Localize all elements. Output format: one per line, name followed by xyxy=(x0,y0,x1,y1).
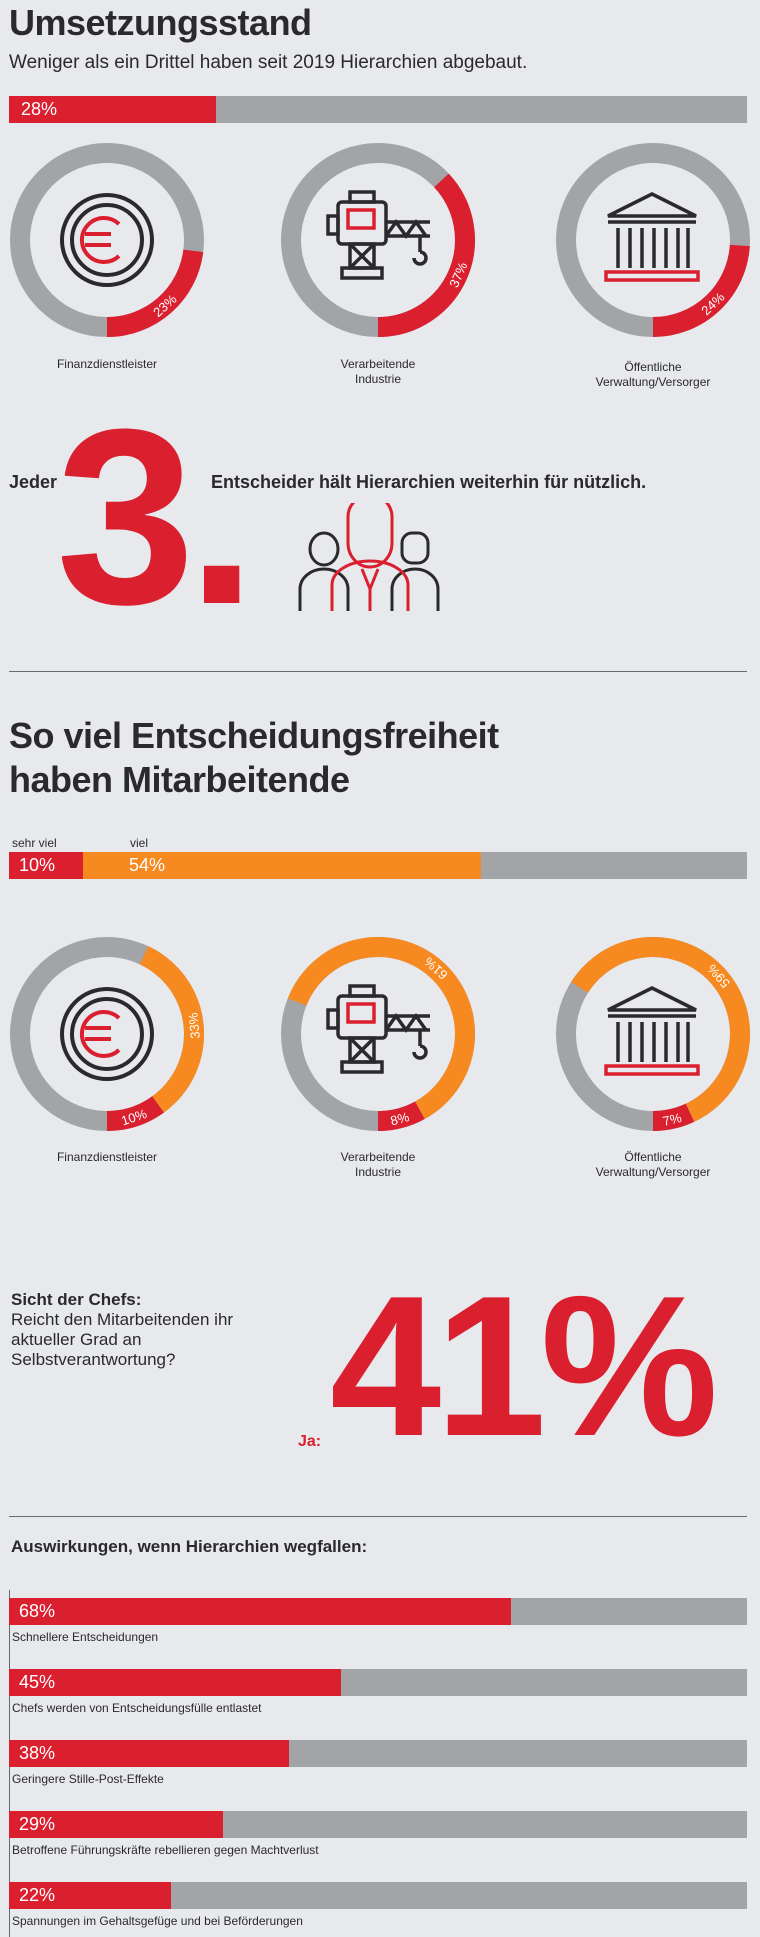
impact-label: Chefs werden von Entscheidungsfülle entl… xyxy=(12,1701,262,1715)
impact-bar-value: 22% xyxy=(19,1885,56,1905)
impact-bar-1: 45% xyxy=(9,1669,747,1696)
freedom-bar-sehr-viel xyxy=(9,852,83,879)
section2-title: So viel Entscheidungsfreiheit haben Mita… xyxy=(9,714,499,802)
donut-finanz-2: 10% 33% xyxy=(9,936,205,1132)
chefs-line: Reicht den Mitarbeitenden ihr xyxy=(11,1310,234,1329)
freedom-bar: 10% 54% xyxy=(9,852,747,879)
caption-line: Verarbeitende xyxy=(340,1150,416,1164)
euro-coin-icon xyxy=(55,188,159,297)
caption-verwaltung-1: Öffentliche Verwaltung/Versorger xyxy=(555,360,751,390)
crane-icon xyxy=(320,186,436,299)
caption-finanz-1: Finanzdienstleister xyxy=(9,357,205,372)
donut-verwaltung-1: 24% xyxy=(555,142,751,338)
caption-line: Verarbeitende xyxy=(340,357,416,371)
caption-line: Finanzdienstleister xyxy=(56,1150,158,1164)
chefs-big-percent: 41% xyxy=(330,1255,718,1478)
divider-2 xyxy=(9,1516,747,1517)
donut2-1-slice-1 xyxy=(287,937,475,1119)
caption-line: Verwaltung/Versorger xyxy=(595,1165,711,1179)
legend-sehr-viel: sehr viel xyxy=(12,836,57,850)
caption-industrie-2: Verarbeitende Industrie xyxy=(280,1150,476,1180)
caption-verwaltung-2: Öffentliche Verwaltung/Versorger xyxy=(555,1150,751,1180)
donut2-2-slice-label-0: 7% xyxy=(661,1110,683,1129)
chefs-line: aktueller Grad an xyxy=(11,1330,142,1349)
caption-industrie-1: Verarbeitende Industrie xyxy=(280,357,476,387)
chefs-answer-label: Ja: xyxy=(298,1433,322,1450)
caption-line: Industrie xyxy=(354,372,402,386)
section1-title: Umsetzungsstand xyxy=(9,2,312,43)
government-building-icon xyxy=(600,188,704,295)
caption-line: Öffentliche xyxy=(624,360,682,374)
impact-bar-value: 45% xyxy=(19,1672,56,1692)
donut2-0-slice-1 xyxy=(139,946,204,1113)
impact-bar-fill xyxy=(9,1598,511,1625)
crane-icon xyxy=(320,980,436,1093)
legend-viel: viel xyxy=(130,836,149,850)
donut2-2-slice-0 xyxy=(652,1103,695,1131)
caption-line: Industrie xyxy=(354,1165,402,1179)
chefs-line: Selbstverantwortung? xyxy=(11,1350,176,1369)
freedom-label-viel: 54% xyxy=(129,855,166,875)
impact-bar-fill xyxy=(9,1740,290,1767)
chefs-heading: Sicht der Chefs: xyxy=(11,1290,142,1309)
caption-line: Verwaltung/Versorger xyxy=(595,375,711,389)
impact-bar-fill xyxy=(9,1882,172,1909)
section1-subtitle: Weniger als ein Drittel haben seit 2019 … xyxy=(9,52,528,73)
donut2-0-slice-0 xyxy=(106,1096,165,1131)
chefs-question: Sicht der Chefs: Reicht den Mitarbeitend… xyxy=(11,1290,233,1370)
donut-verwaltung-2: 7% 59% xyxy=(555,936,751,1132)
overall-progress-bar: 28% xyxy=(9,96,747,123)
impact-bar-0: 68% xyxy=(9,1598,747,1625)
donut2-0-slice-label-1: 33% xyxy=(185,1012,202,1040)
impact-bar-value: 38% xyxy=(19,1743,56,1763)
impact-bar-4: 22% xyxy=(9,1882,747,1909)
donut1-industrie-slice-0 xyxy=(377,173,475,337)
government-building-icon xyxy=(600,982,704,1089)
impact-bar-value: 29% xyxy=(19,1814,56,1834)
donut1-verwaltung-slice-0 xyxy=(652,244,750,337)
jeder-word: Jeder xyxy=(9,472,58,492)
donut1-finanz-slice-0 xyxy=(106,249,204,337)
freedom-bar-viel xyxy=(9,852,482,879)
impact-label: Geringere Stille-Post-Effekte xyxy=(12,1772,164,1786)
jeder-number: 3. xyxy=(56,377,256,656)
donut-industrie-2: 8% 61% xyxy=(280,936,476,1132)
overall-progress-fill xyxy=(9,96,216,123)
section2-title-line2: haben Mitarbeitende xyxy=(9,759,350,800)
impact-bar-2: 38% xyxy=(9,1740,747,1767)
divider-1 xyxy=(9,671,747,672)
overall-progress-label: 28% xyxy=(21,99,58,119)
impact-bar-3: 29% xyxy=(9,1811,747,1838)
euro-coin-icon xyxy=(55,982,159,1091)
people-group-icon xyxy=(296,493,444,620)
donut2-1-slice-0 xyxy=(377,1101,425,1131)
impact-bar-fill xyxy=(9,1669,342,1696)
impact-bar-fill xyxy=(9,1811,224,1838)
jeder-text: Entscheider hält Hierarchien weiterhin f… xyxy=(211,472,647,492)
impact-label: Betroffene Führungskräfte rebellieren ge… xyxy=(12,1843,319,1857)
impact-label: Schnellere Entscheidungen xyxy=(12,1630,159,1644)
caption-finanz-2: Finanzdienstleister xyxy=(9,1150,205,1165)
section2-title-line1: So viel Entscheidungsfreiheit xyxy=(9,715,499,756)
caption-line: Finanzdienstleister xyxy=(56,357,158,371)
impact-label: Spannungen im Gehaltsgefüge und bei Befö… xyxy=(12,1914,303,1928)
caption-line: Öffentliche xyxy=(624,1150,682,1164)
freedom-label-sehr-viel: 10% xyxy=(19,855,56,875)
donut2-2-slice-1 xyxy=(571,937,750,1122)
donut-finanz-1: 23% xyxy=(9,142,205,338)
donut2-1-slice-label-0: 8% xyxy=(389,1109,411,1128)
impact-bar-value: 68% xyxy=(19,1601,56,1621)
impacts-title: Auswirkungen, wenn Hierarchien wegfallen… xyxy=(11,1537,368,1556)
donut-industrie-1: 37% xyxy=(280,142,476,338)
